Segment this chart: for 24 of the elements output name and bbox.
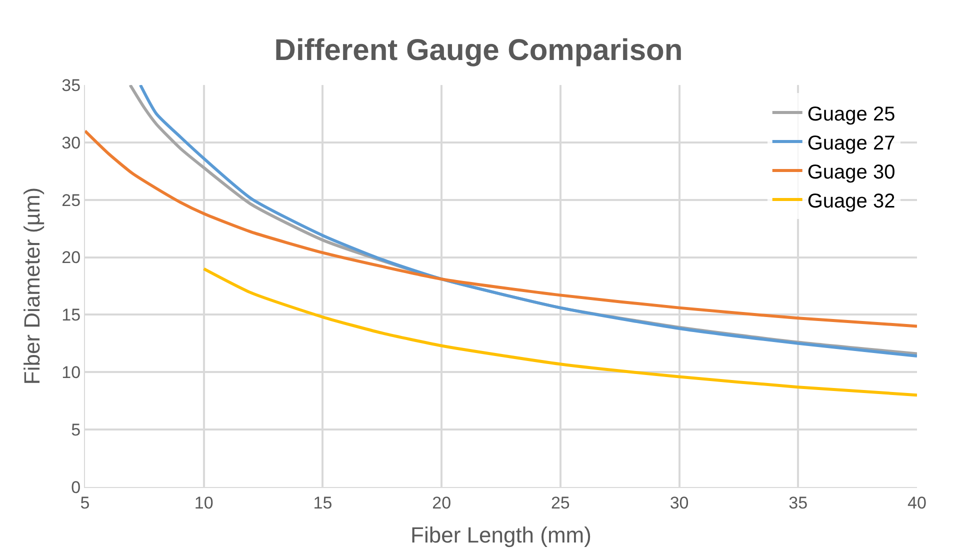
x-tick-label: 30 <box>670 493 689 512</box>
x-tick-label: 35 <box>788 493 808 512</box>
x-tick-label: 10 <box>194 493 214 512</box>
legend-label: Guage 30 <box>807 161 896 184</box>
y-tick-label: 30 <box>62 133 81 152</box>
chart-title: Different Gauge Comparison <box>274 34 683 67</box>
y-tick-label: 20 <box>62 248 81 268</box>
legend-label: Guage 32 <box>807 190 896 212</box>
x-tick-label: 20 <box>432 493 452 512</box>
y-tick-label: 25 <box>62 190 81 210</box>
x-tick-label: 25 <box>550 493 570 512</box>
legend-label: Guage 27 <box>807 132 896 154</box>
y-tick-label: 15 <box>62 306 81 325</box>
x-axis-title: Fiber Length (mm) <box>410 522 592 548</box>
y-tick-label: 5 <box>71 420 81 440</box>
legend-label: Guage 25 <box>807 103 896 126</box>
y-tick-label: 0 <box>71 478 81 497</box>
x-tick-label: 15 <box>313 493 332 512</box>
line-series <box>202 267 917 397</box>
x-tick-label: 40 <box>908 493 926 512</box>
y-tick-label: 35 <box>62 76 81 95</box>
y-axis-title: Fiber Diameter (µm) <box>19 187 44 385</box>
line-series <box>85 129 917 328</box>
y-tick-label: 10 <box>62 363 81 382</box>
